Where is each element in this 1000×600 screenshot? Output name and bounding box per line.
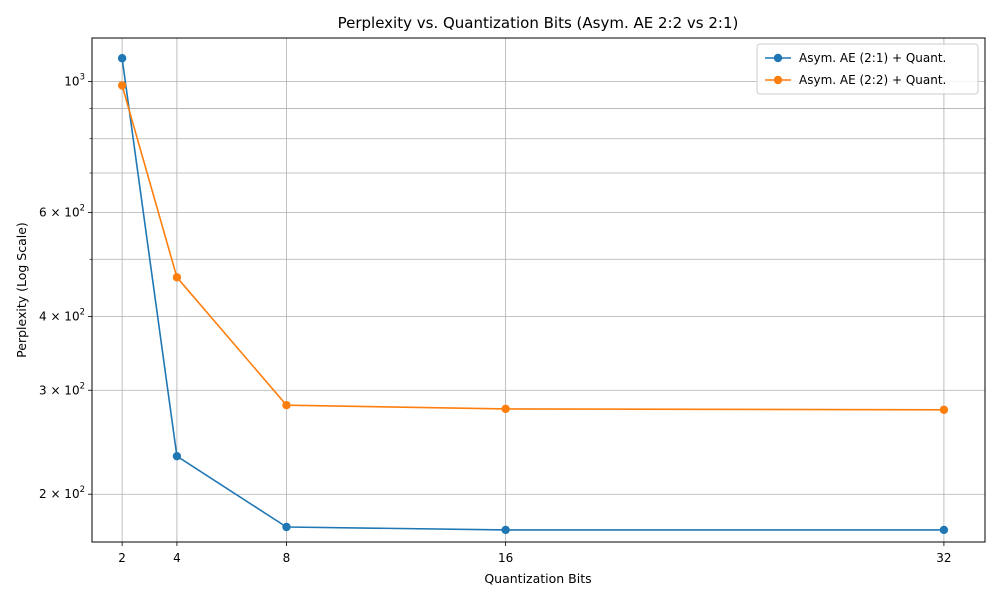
y-tick-base: 3 bbox=[39, 383, 47, 397]
x-axis: 2 4 8 16 32 bbox=[118, 542, 952, 565]
y-tick-base: 6 bbox=[39, 206, 47, 220]
y-tick-label: 2 × 102 bbox=[39, 485, 85, 501]
legend-label-1: Asym. AE (2:1) + Quant. bbox=[799, 51, 946, 65]
legend: Asym. AE (2:1) + Quant. Asym. AE (2:2) + … bbox=[756, 43, 979, 95]
series-1-point bbox=[172, 451, 182, 461]
series-1-point bbox=[117, 54, 127, 63]
series-2-point bbox=[501, 404, 510, 414]
y-tick-base: 4 bbox=[39, 309, 47, 323]
y-tick-times: × 10 bbox=[47, 309, 80, 323]
series-2-point bbox=[939, 405, 949, 414]
y-tick-label: 3 × 102 bbox=[39, 381, 85, 397]
series-2-point bbox=[117, 81, 127, 90]
x-tick-label: 16 bbox=[498, 551, 513, 565]
series-1-point bbox=[939, 525, 949, 535]
x-axis-label: Quantization Bits bbox=[484, 571, 591, 586]
series-1-point bbox=[501, 525, 510, 535]
y-tick-base: 10 bbox=[64, 75, 79, 89]
legend-marker-1 bbox=[773, 53, 783, 63]
x-tick-label: 2 bbox=[118, 551, 126, 565]
y-tick-times: × 10 bbox=[47, 206, 80, 220]
x-tick-label: 8 bbox=[283, 551, 291, 565]
y-tick-exponent: 2 bbox=[80, 485, 85, 495]
y-tick-exponent: 2 bbox=[80, 381, 85, 391]
y-axis-label: Perplexity (Log Scale) bbox=[14, 222, 29, 358]
y-tick-base: 2 bbox=[39, 487, 47, 501]
chart-title: Perplexity vs. Quantization Bits (Asym. … bbox=[338, 14, 739, 32]
x-tick-label: 32 bbox=[936, 551, 951, 565]
y-tick-exponent: 2 bbox=[80, 204, 85, 214]
y-tick-label: 103 bbox=[64, 73, 85, 89]
y-tick-times: × 10 bbox=[47, 487, 80, 501]
legend-label-2: Asym. AE (2:2) + Quant. bbox=[799, 73, 946, 87]
y-tick-exponent: 3 bbox=[80, 73, 85, 83]
series-2-point bbox=[172, 273, 182, 282]
y-tick-label: 6 × 102 bbox=[39, 204, 85, 220]
series-layer bbox=[117, 54, 949, 535]
y-tick-label: 4 × 102 bbox=[39, 307, 85, 323]
y-tick-exponent: 2 bbox=[80, 307, 85, 317]
legend-box bbox=[756, 43, 979, 95]
series-1-point bbox=[282, 522, 291, 532]
x-tick-label: 4 bbox=[173, 551, 181, 565]
legend-marker-2 bbox=[773, 75, 783, 85]
series-2-point bbox=[282, 401, 291, 410]
plot-frame bbox=[91, 37, 986, 543]
y-tick-times: × 10 bbox=[47, 383, 80, 397]
